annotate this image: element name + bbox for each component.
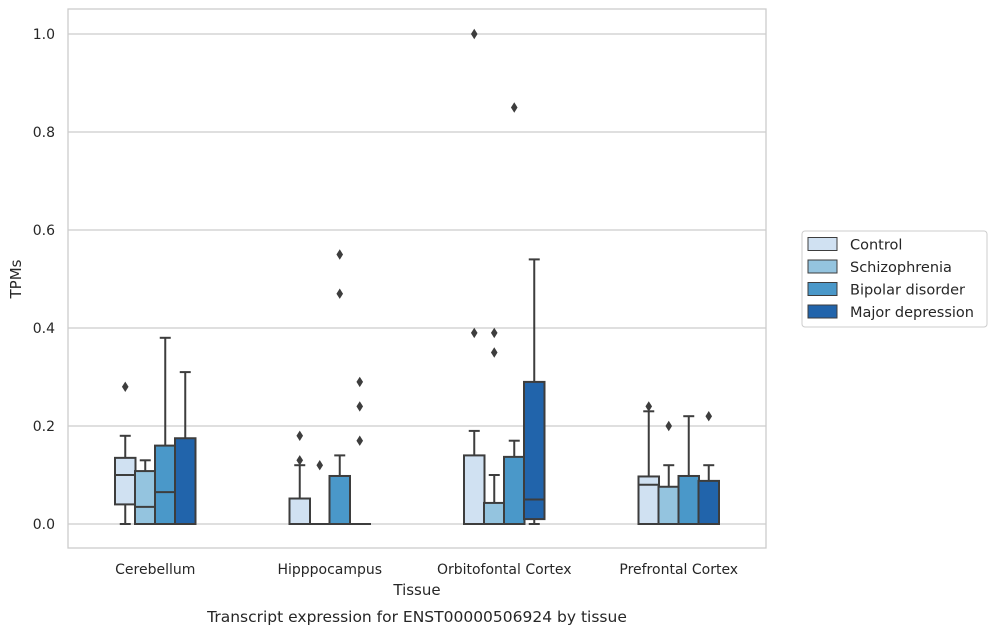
outlier-point [356,401,364,412]
box [134,470,157,525]
box [657,485,680,526]
outlier-point [490,327,498,339]
legend: Control Schizophrenia Bipolar disorder Majo… [801,230,988,328]
box-group [328,249,351,526]
outlier-point [121,381,129,392]
legend-swatch [807,259,838,274]
y-tick-label: 1.0 [33,27,55,43]
x-tick-label: Prefrontal Cortex [619,562,738,578]
box [483,501,506,525]
x-tick-label: Cerebellum [115,562,195,578]
box [697,479,720,526]
outlier-point [356,435,364,446]
box [523,380,546,521]
y-tick-label: 0.4 [33,321,55,337]
outlier-point [490,347,498,358]
box-groups [114,28,720,526]
box [637,475,660,525]
box-group [523,258,546,525]
x-tick-label: Orbitofontal Cortex [437,562,572,578]
box [677,474,700,526]
legend-frame [801,230,988,328]
legend-label: Control [850,238,902,254]
box [463,454,486,525]
outlier-point [470,327,478,339]
box [114,456,137,506]
outlier-point [510,102,518,113]
box-group [174,371,197,525]
box [174,437,197,525]
y-tick-label: 0.2 [33,419,55,435]
box-group [637,401,660,525]
outlier-point [316,460,324,471]
box [328,474,351,526]
outlier-point [645,401,653,412]
outlier-point [336,288,344,299]
box-group [697,411,720,526]
legend-swatch [807,237,838,251]
box [503,455,526,525]
plot-frame [67,8,767,549]
legend-label: Bipolar disorder [850,283,965,299]
y-tick-label: 0.8 [33,125,55,141]
box [288,497,311,525]
legend-label: Schizophrenia [850,260,952,276]
y-tick-label: 0.6 [33,223,55,239]
y-tick-label: 0.0 [33,517,55,533]
y-tick-labels: 0.0 0.2 0.4 0.6 0.8 1.0 [33,27,55,533]
x-tick-labels: Cerebellum Hipppocampus Orbitofontal Corte… [115,562,738,578]
x-tick-label: Hipppocampus [277,562,382,578]
chart-caption: Transcript expression for ENST0000050692… [206,608,627,626]
outlier-point [296,430,304,441]
legend-swatch [807,304,838,319]
outlier-point [296,455,304,466]
box-group [483,327,506,525]
legend-label: Major depression [850,305,974,321]
box-group [288,430,311,525]
legend-swatch [807,282,838,296]
outlier-point [705,411,713,422]
outlier-point [665,420,673,432]
box-group [348,376,371,526]
box-group [114,381,137,525]
box-group [657,420,680,526]
box [154,444,177,526]
y-axis-label: TPMs [7,259,25,299]
x-axis-label: Tissue [392,581,440,599]
box-group [463,28,486,525]
outlier-point [336,249,344,260]
outlier-point [356,376,364,388]
outlier-point [470,28,478,40]
